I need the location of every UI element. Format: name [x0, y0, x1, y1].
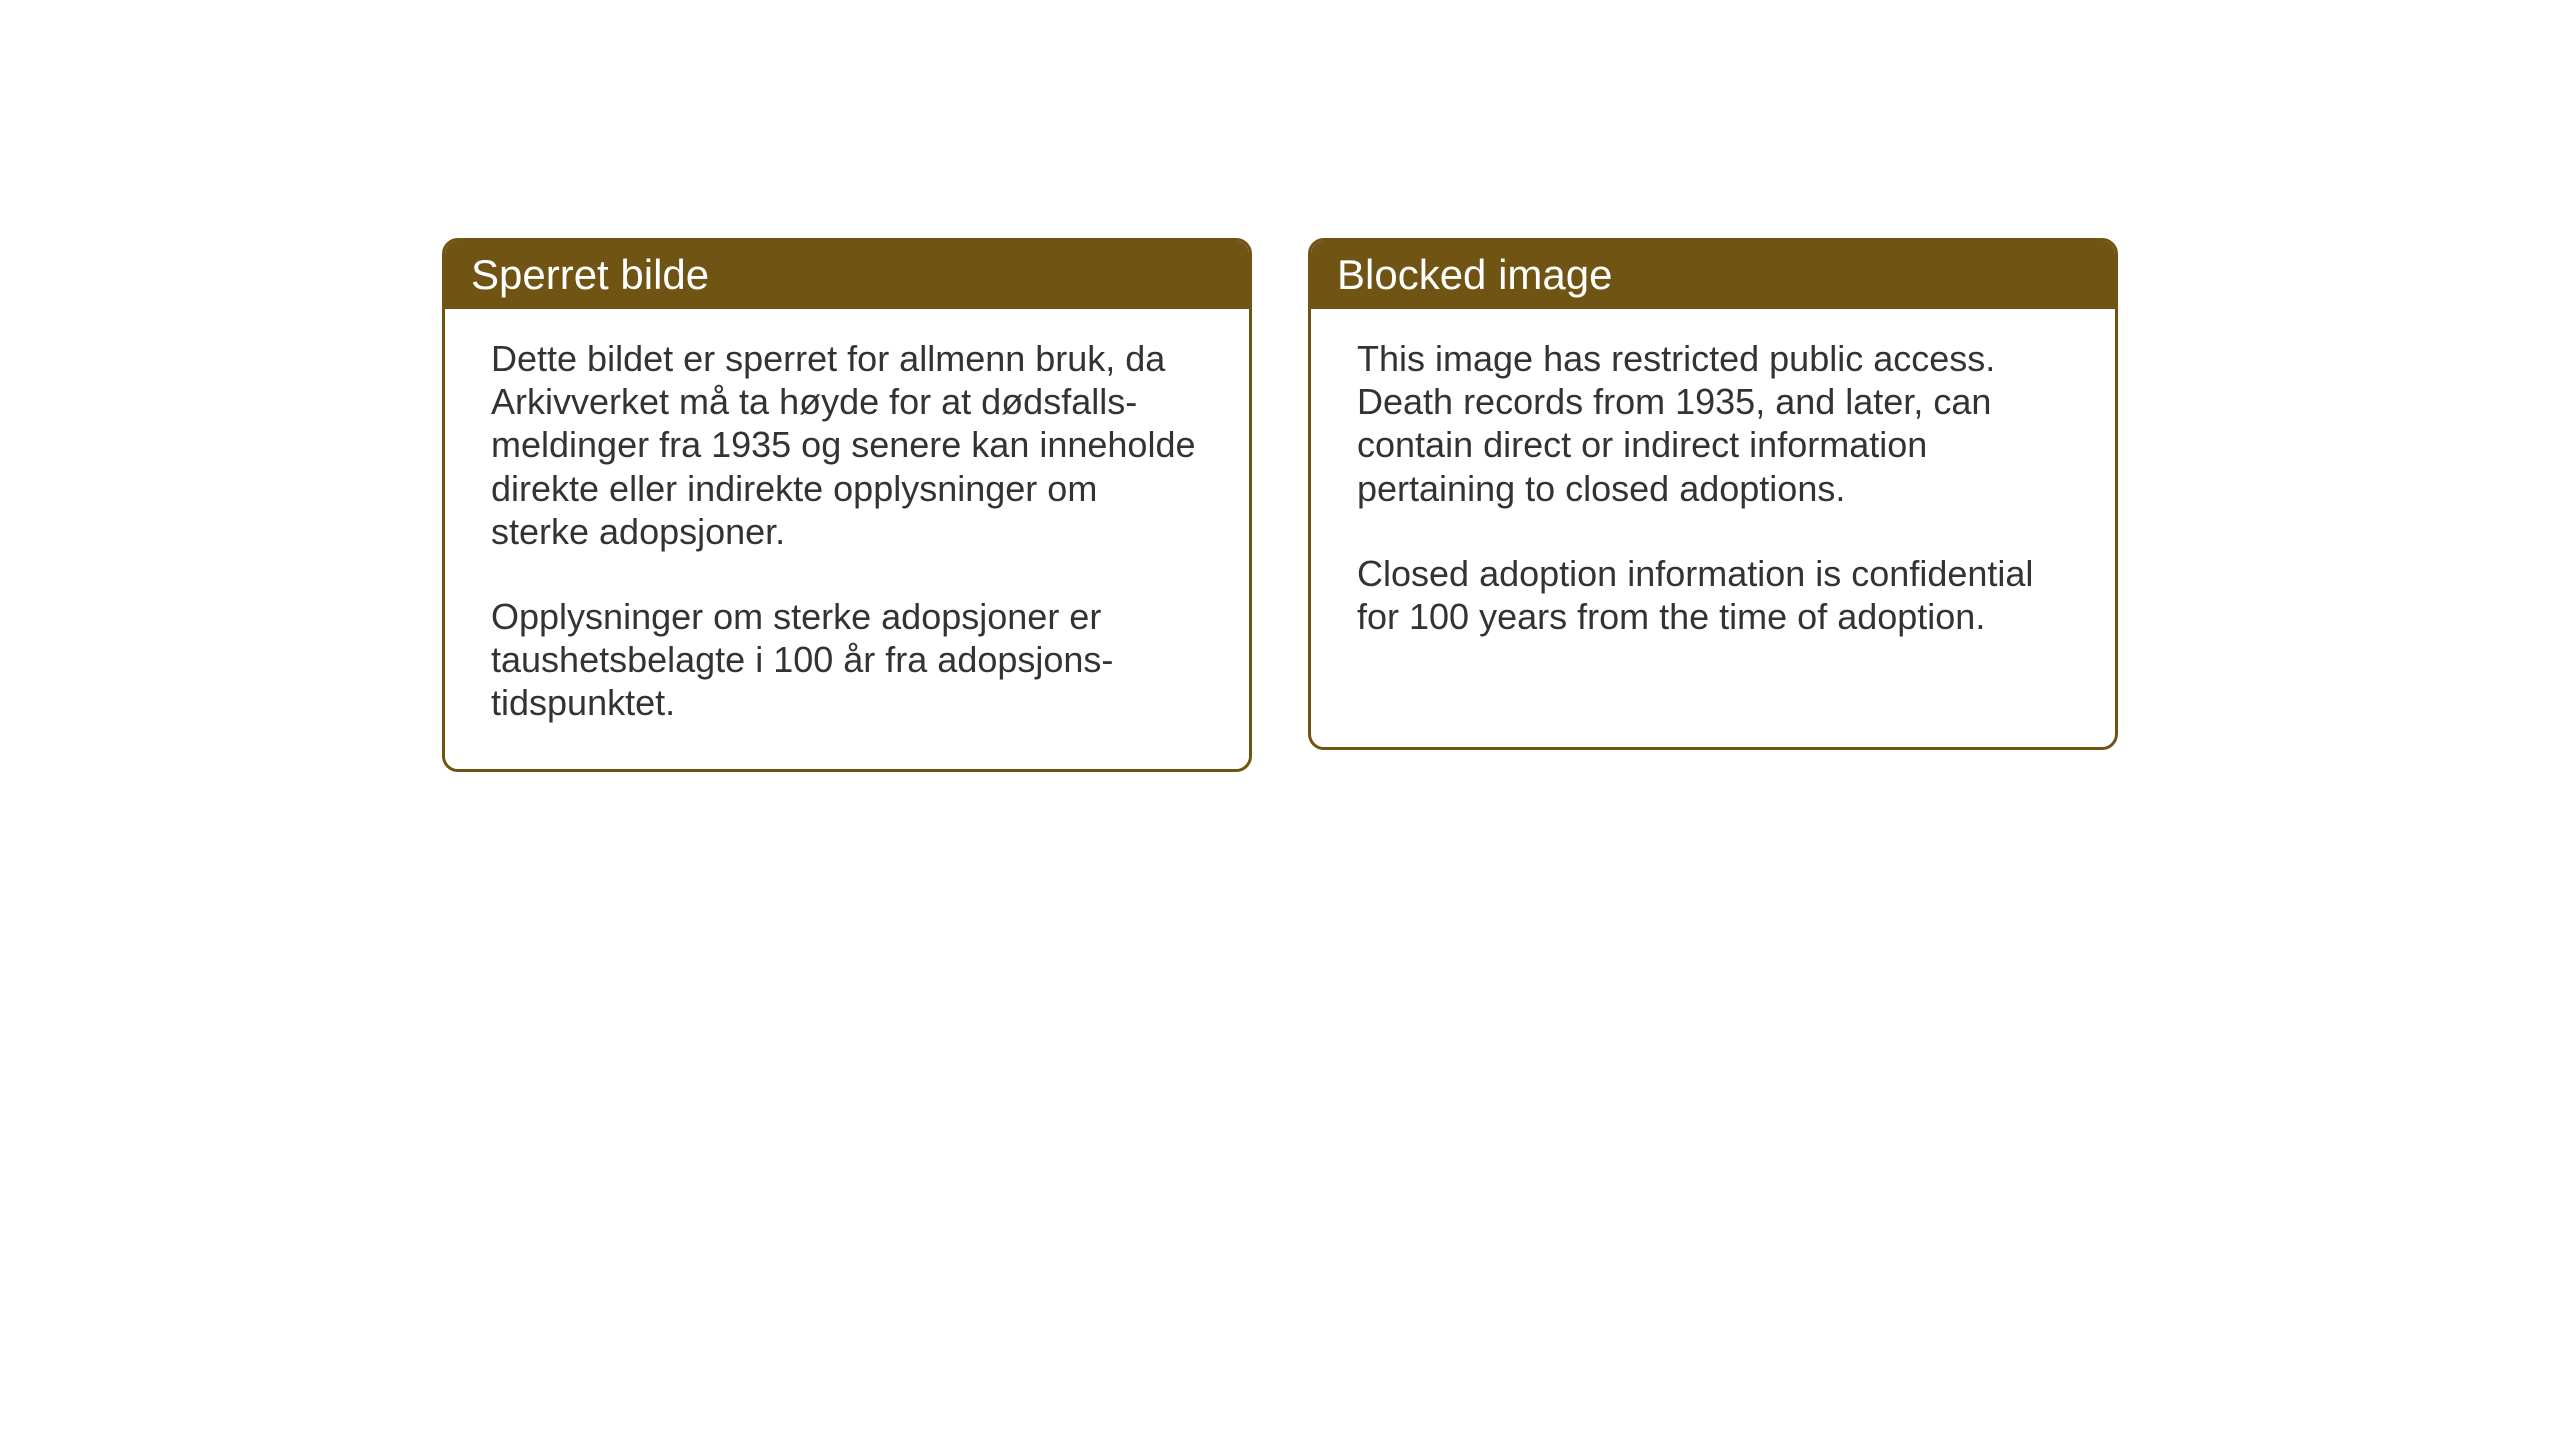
notice-container: Sperret bilde Dette bildet er sperret fo…: [0, 0, 2560, 772]
notice-paragraph-2-norwegian: Opplysninger om sterke adopsjoner er tau…: [491, 595, 1203, 725]
notice-paragraph-2-english: Closed adoption information is confident…: [1357, 552, 2069, 638]
notice-box-norwegian: Sperret bilde Dette bildet er sperret fo…: [442, 238, 1252, 772]
notice-body-english: This image has restricted public access.…: [1311, 309, 2115, 682]
notice-header-english: Blocked image: [1311, 241, 2115, 309]
notice-paragraph-1-english: This image has restricted public access.…: [1357, 337, 2069, 510]
notice-header-norwegian: Sperret bilde: [445, 241, 1249, 309]
notice-title-norwegian: Sperret bilde: [471, 251, 709, 298]
notice-box-english: Blocked image This image has restricted …: [1308, 238, 2118, 750]
notice-paragraph-1-norwegian: Dette bildet er sperret for allmenn bruk…: [491, 337, 1203, 553]
notice-body-norwegian: Dette bildet er sperret for allmenn bruk…: [445, 309, 1249, 769]
notice-title-english: Blocked image: [1337, 251, 1612, 298]
